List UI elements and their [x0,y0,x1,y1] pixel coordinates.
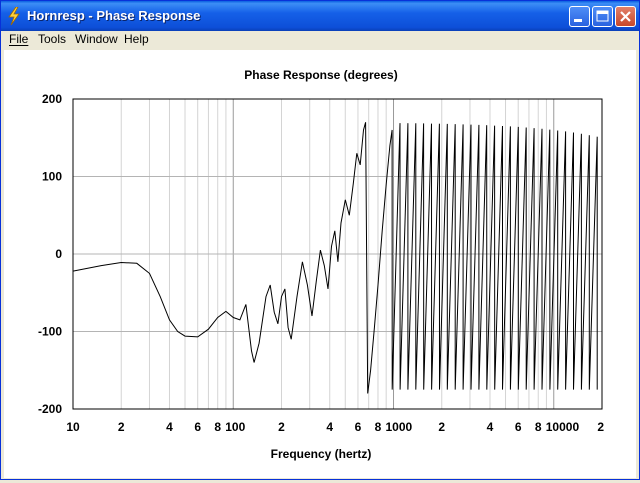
x-tick-label-7: 4 [326,420,333,434]
x-tick-label-6: 2 [278,420,285,434]
maximize-button[interactable] [592,6,613,27]
menu-help-label: Help [124,32,149,46]
x-tick-label-4: 8 [214,420,221,434]
x-tick-label-9: 8 [375,420,382,434]
y-axis: 200 100 0 -100 -200 [38,92,62,416]
y-tick-label-4: -200 [38,402,62,416]
x-tick-label-15: 10000 [546,420,580,434]
x-tick-label-8: 6 [355,420,362,434]
x-tick-label-2: 4 [166,420,173,434]
menu-help[interactable]: Help [124,32,149,46]
chart-title: Phase Response (degrees) [244,68,397,82]
x-axis: 10 2 4 6 8 100 2 4 6 8 1000 2 4 6 8 10000 2 [66,420,604,434]
grid [73,99,602,409]
menu-window-label: Window [75,32,118,46]
maximize-icon [596,10,609,22]
phase-series-line [72,122,598,394]
x-tick-label-14: 8 [535,420,542,434]
menu-tools-label: Tools [38,32,67,46]
minimize-button[interactable] [569,6,590,27]
x-tick-label-16: 2 [597,420,604,434]
x-tick-label-10: 1000 [386,420,413,434]
menu-file-label: File [9,32,29,46]
x-tick-label-5: 100 [225,420,245,434]
phase-response-chart: Phase Response (degrees) Frequency (hert… [38,68,604,461]
menu-file[interactable]: File [9,32,28,46]
y-tick-label-1: 100 [42,170,62,184]
plot-area: Phase Response (degrees) Frequency (hert… [4,50,636,478]
menu-bar: File Tools Window Help [1,31,639,49]
x-tick-label-12: 4 [487,420,494,434]
x-tick-label-11: 2 [438,420,445,434]
close-button[interactable] [615,6,636,27]
x-tick-label-13: 6 [515,420,522,434]
close-icon [620,11,631,22]
x-axis-label: Frequency (hertz) [271,447,372,461]
title-bar[interactable]: Hornresp - Phase Response [1,1,639,31]
x-tick-label-0: 10 [66,420,80,434]
y-tick-label-0: 200 [42,92,62,106]
plot-frame [72,98,603,410]
minimize-icon [574,19,582,22]
menu-window[interactable]: Window [75,32,118,46]
x-tick-label-3: 6 [194,420,201,434]
window-title: Hornresp - Phase Response [27,8,201,23]
x-tick-label-1: 2 [118,420,125,434]
y-tick-label-3: -100 [38,325,62,339]
lightning-bolt-icon [8,7,20,25]
menu-tools[interactable]: Tools [38,32,66,46]
y-tick-label-2: 0 [55,247,62,261]
